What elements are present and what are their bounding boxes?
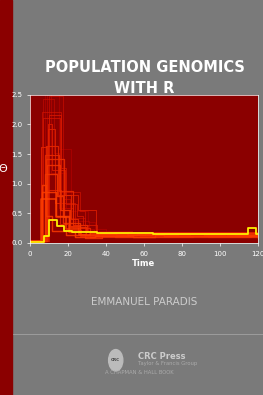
Text: WITH R: WITH R xyxy=(114,81,175,96)
Text: A CHAPMAN & HALL BOOK: A CHAPMAN & HALL BOOK xyxy=(105,370,174,375)
Text: CRC Press: CRC Press xyxy=(138,352,186,361)
Y-axis label: Θ: Θ xyxy=(0,164,7,174)
Text: POPULATION GENOMICS: POPULATION GENOMICS xyxy=(45,60,245,75)
Text: Taylor & Francis Group: Taylor & Francis Group xyxy=(138,361,197,366)
Circle shape xyxy=(109,350,123,371)
Bar xyxy=(0,0,12,395)
Text: EMMANUEL PARADIS: EMMANUEL PARADIS xyxy=(92,297,198,307)
X-axis label: Time: Time xyxy=(132,260,156,268)
Text: CRC: CRC xyxy=(111,358,120,362)
